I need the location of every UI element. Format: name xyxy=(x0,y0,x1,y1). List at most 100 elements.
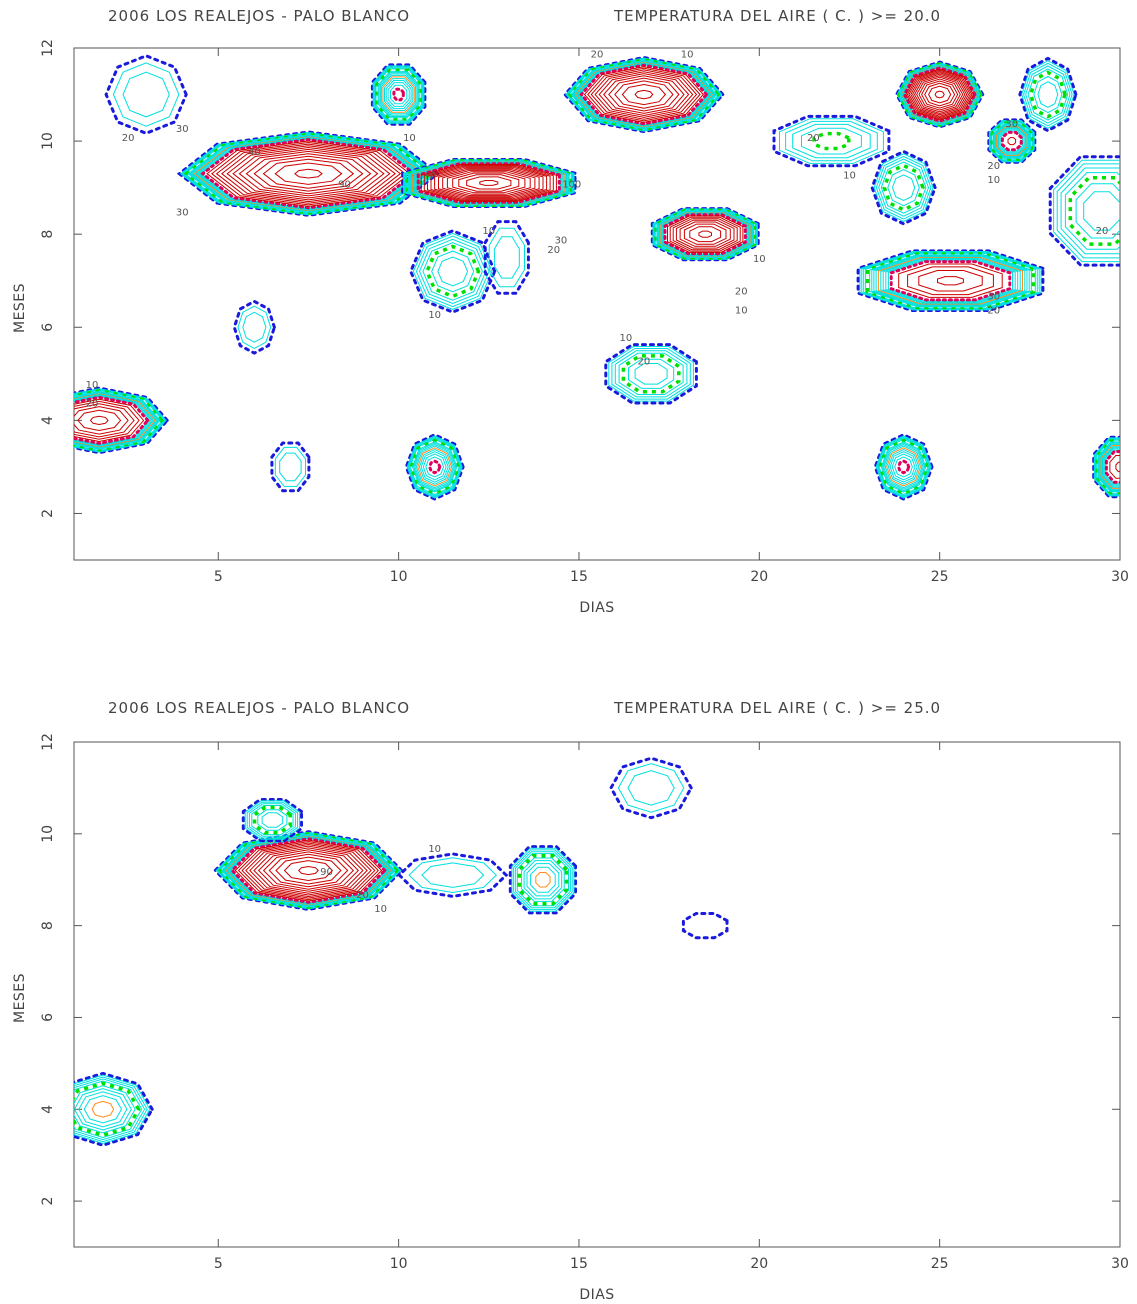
x-tick-label: 10 xyxy=(390,569,408,585)
contour-level-55 xyxy=(215,143,402,204)
contour-level-22 xyxy=(431,250,475,293)
contour-level-22 xyxy=(521,857,565,902)
contour-label: 30 xyxy=(555,235,568,246)
contour-level-75 xyxy=(608,77,680,112)
contour-level-26 xyxy=(78,1091,128,1128)
contour-level-12 xyxy=(617,763,685,813)
contour-level-40 xyxy=(1104,450,1120,484)
contour-level-36 xyxy=(387,82,410,107)
contour-level-30 xyxy=(417,447,453,487)
contour-level-12 xyxy=(112,62,180,127)
contour-level-16 xyxy=(408,437,461,497)
contour-level-28 xyxy=(1099,444,1120,490)
plot-frame xyxy=(73,741,1121,1248)
contour-level-16 xyxy=(1095,438,1120,495)
contour-level-24 xyxy=(378,72,419,117)
contour-label: 10 xyxy=(987,175,1000,186)
contour-level-70 xyxy=(253,847,364,894)
contour-level-12 xyxy=(988,120,1035,163)
contour-level-14 xyxy=(415,235,490,308)
contour-level-90 xyxy=(458,174,520,192)
contour-level-55 xyxy=(672,218,738,251)
contour-level-45 xyxy=(234,839,383,902)
contour-level-38 xyxy=(887,260,1013,302)
contour-level-50 xyxy=(669,216,741,252)
contour-level-60 xyxy=(430,166,548,200)
contour-level-12 xyxy=(488,227,525,288)
contour-label: 20 xyxy=(987,305,1000,316)
contour-level-20 xyxy=(567,58,721,131)
contour-level-28 xyxy=(884,445,923,489)
contour-level-18 xyxy=(375,68,422,121)
contour-level-80 xyxy=(698,230,712,238)
contour-level-16 xyxy=(514,851,571,909)
contour-level-20 xyxy=(74,1081,141,1138)
contour-level-95 xyxy=(466,176,512,190)
contour-level-10 xyxy=(241,798,303,843)
contour-level-16 xyxy=(792,123,871,159)
contour-level-18 xyxy=(618,352,684,395)
contour-level-32 xyxy=(418,449,451,485)
contour-level-90 xyxy=(924,82,956,107)
contour-level-36 xyxy=(999,129,1025,153)
chart-1-title-left: 2006 LOS REALEJOS - PALO BLANCO xyxy=(108,7,410,25)
contour-level-22 xyxy=(257,809,288,831)
contour-level-50 xyxy=(210,141,406,206)
contour-level-32 xyxy=(1101,446,1120,488)
contour-label: 10 xyxy=(482,226,495,237)
contour-level-26 xyxy=(526,863,560,897)
contour-label: 20 xyxy=(1096,226,1109,237)
contour-level-55 xyxy=(918,270,983,292)
contour-level-14 xyxy=(785,120,878,162)
contour-level-32 xyxy=(996,127,1027,155)
contour-level-34 xyxy=(882,258,1019,303)
contour-level-26 xyxy=(1098,443,1120,491)
contour-level-60 xyxy=(594,71,694,118)
contour-level-20 xyxy=(865,252,1036,310)
contour-level-100 xyxy=(297,865,319,876)
contour-level-60 xyxy=(910,72,970,117)
contour-level-20 xyxy=(1028,70,1067,119)
contour-label: 10 xyxy=(374,904,387,915)
contour-level-10 xyxy=(74,1071,154,1147)
contour-level-16 xyxy=(614,350,688,398)
contour-level-10 xyxy=(681,912,729,940)
contour-level-10 xyxy=(1018,56,1078,133)
contour-label: 20 xyxy=(547,245,560,256)
contour-level-90 xyxy=(275,856,342,885)
contour-level-12 xyxy=(244,800,301,840)
contour-level-14 xyxy=(493,236,520,279)
x-tick-label: 20 xyxy=(750,569,768,585)
contour-level-18 xyxy=(251,805,294,836)
chart-2-plot-area: 5 10 15 20 25 30 2 4 6 8 10 12 10 10 90 20 xyxy=(40,733,1129,1272)
contour-level-32 xyxy=(575,62,712,127)
contour-level-100 xyxy=(294,168,323,179)
contour-level-40 xyxy=(392,87,405,102)
contour-level-45 xyxy=(74,398,145,443)
contour-level-12 xyxy=(875,435,932,499)
contour-level-28 xyxy=(381,74,417,115)
contour-level-14 xyxy=(279,452,302,482)
contour-level-24 xyxy=(413,442,457,492)
contour-label: 20 xyxy=(638,357,651,368)
contour-level-65 xyxy=(226,146,391,201)
x-tick-label: 5 xyxy=(214,1256,223,1272)
chart-1-y-axis-label: MESES xyxy=(12,283,28,333)
contour-level-90 xyxy=(634,89,654,100)
contour-level-24 xyxy=(634,363,668,385)
y-tick-label: 10 xyxy=(40,825,56,843)
contour-label: 40 xyxy=(248,147,261,158)
x-tick-label: 5 xyxy=(214,569,223,585)
contour-level-10 xyxy=(870,149,937,226)
contour-level-60 xyxy=(220,145,396,203)
contour-label: 10 xyxy=(753,254,766,265)
contour-level-34 xyxy=(227,836,390,905)
x-tick-label: 30 xyxy=(1111,1256,1129,1272)
contour-level-24 xyxy=(882,442,926,492)
contour-level-16 xyxy=(418,238,487,305)
chart-panel-1: 2006 LOS REALEJOS - PALO BLANCO TEMPERAT… xyxy=(12,7,1129,616)
contour-lines xyxy=(74,54,1120,501)
contour-level-100 xyxy=(479,180,499,186)
contour-label: 20 xyxy=(735,287,748,298)
contour-level-12 xyxy=(1093,437,1120,497)
